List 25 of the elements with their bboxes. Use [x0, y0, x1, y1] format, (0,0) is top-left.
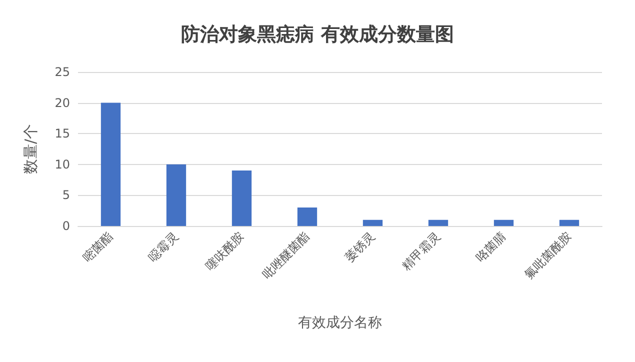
x-tick-label: 噻呋酰胺	[202, 229, 247, 273]
x-axis-title: 有效成分名称	[298, 315, 382, 331]
bar	[166, 164, 186, 226]
y-tick-label: 15	[54, 126, 70, 141]
bar	[100, 102, 121, 226]
y-axis-title: 数量/个	[22, 124, 40, 174]
x-tick-label: 萎锈灵	[342, 229, 378, 264]
bar	[297, 208, 318, 226]
bar	[559, 220, 580, 226]
bar	[232, 170, 252, 226]
x-tick-label: 氟吡菌酰胺	[522, 229, 574, 282]
y-tick-label: 20	[54, 96, 70, 110]
x-tick-label: 噁霉灵	[146, 229, 182, 264]
y-tick-label: 25	[54, 65, 70, 79]
bar	[362, 220, 383, 226]
y-tick-label: 0	[62, 219, 70, 233]
x-tick-label: 嘧菌酯	[80, 229, 116, 264]
bar	[494, 220, 514, 226]
x-tick-label: 咯菌腈	[473, 229, 509, 264]
x-tick-label: 吡唑醚菌酯	[260, 229, 312, 282]
x-tick-label: 精甲霜灵	[399, 229, 444, 273]
bar	[428, 220, 448, 226]
chart-title: 防治对象黑痣病 有效成分数量图	[181, 24, 454, 46]
y-tick-label: 5	[62, 188, 70, 202]
y-tick-label: 10	[54, 157, 70, 172]
